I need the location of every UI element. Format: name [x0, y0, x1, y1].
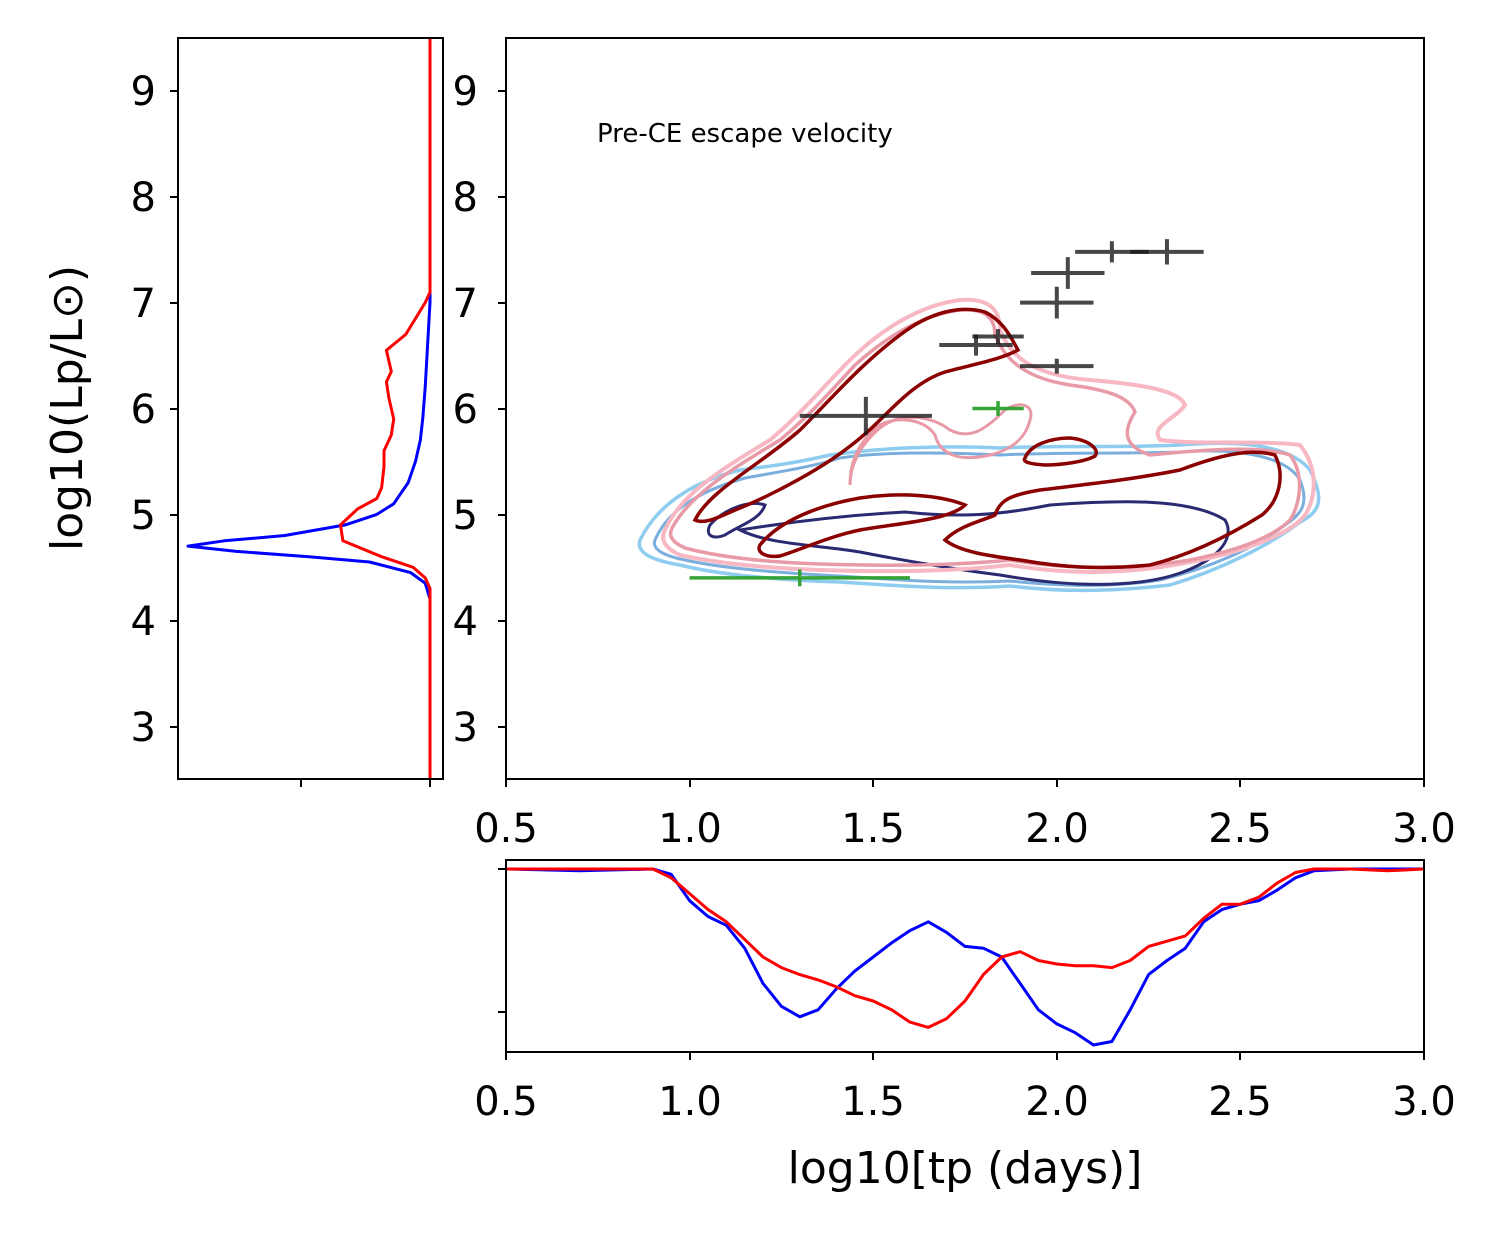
main-frame	[505, 37, 1425, 780]
left-marginal-ytick-labels: 3 4 5 6 7 8 9	[131, 69, 156, 751]
contour-red-inner	[692, 307, 1021, 524]
observation-black-5	[1031, 257, 1105, 289]
bottom-xtick-labels: 0.5 1.0 1.5 2.0 2.5 3.0	[474, 1079, 1456, 1125]
left-ytick-label-5: 5	[131, 493, 156, 539]
y-axis-label: log10(Lp/L⊙)	[42, 265, 93, 551]
observation-black-0	[799, 396, 932, 435]
contour-pink-outer	[661, 297, 1316, 574]
main-ytick-label-7: 7	[453, 281, 478, 327]
contour-blue-inner	[706, 502, 767, 539]
panel-annotation: Pre-CE escape velocity	[597, 119, 893, 149]
observation-black-2	[972, 329, 1024, 344]
observation-green-1	[972, 401, 1024, 416]
main-yticks	[498, 90, 506, 728]
bottom-xtick-label-1.0: 1.0	[658, 1079, 722, 1125]
left-ytick-label-6: 6	[131, 387, 156, 433]
bottom-xtick-label-2.0: 2.0	[1025, 1079, 1089, 1125]
left-marginal-frame	[177, 37, 444, 780]
observation-markers	[689, 239, 1204, 587]
bottom-density-red	[506, 867, 1425, 1029]
main-ytick-labels: 3 4 5 6 7 8 9	[453, 69, 478, 751]
main-panel: 3 4 5 6 7 8 9 0.5 1.0 1.5 2.0 2.5 3.0 Pr…	[453, 37, 1456, 852]
bottom-density-blue	[505, 867, 1424, 1047]
main-xtick-label-0.5: 0.5	[474, 806, 538, 852]
main-ytick-label-4: 4	[453, 599, 478, 645]
left-ytick-label-7: 7	[131, 281, 156, 327]
left-ytick-label-9: 9	[131, 69, 156, 115]
main-xtick-label-3.0: 3.0	[1392, 806, 1456, 852]
x-axis-label: log10[tp (days)]	[788, 1143, 1143, 1194]
bottom-marginal-curves	[505, 867, 1425, 1047]
contour-red-inner-4	[1022, 436, 1098, 467]
left-marginal-panel: 3 4 5 6 7 8 9 log10(Lp/L⊙)	[42, 37, 444, 787]
bottom-xtick-label-1.5: 1.5	[841, 1079, 905, 1125]
contour-blue-outer	[637, 441, 1321, 593]
left-marginal-curves	[186, 38, 432, 779]
bottom-marginal-frame	[505, 859, 1425, 1053]
contour-pink-mid	[668, 308, 1302, 570]
contour-blue-inner-2	[735, 500, 1230, 586]
observation-black-4	[1020, 358, 1094, 374]
contour-pink-island	[848, 403, 1033, 486]
left-density-red	[339, 38, 432, 779]
left-ytick-label-4: 4	[131, 599, 156, 645]
observation-green-0	[689, 569, 910, 587]
left-ytick-label-3: 3	[131, 705, 156, 751]
left-density-blue	[186, 38, 432, 779]
main-ytick-label-3: 3	[453, 705, 478, 751]
contour-blue-mid	[652, 449, 1306, 587]
bottom-xtick-label-3.0: 3.0	[1392, 1079, 1456, 1125]
main-ytick-label-6: 6	[453, 387, 478, 433]
bottom-xtick-label-0.5: 0.5	[474, 1079, 538, 1125]
main-xtick-label-2.5: 2.5	[1208, 806, 1272, 852]
density-contours	[637, 297, 1321, 593]
main-xtick-label-1.5: 1.5	[841, 806, 905, 852]
main-xtick-label-1.0: 1.0	[658, 806, 722, 852]
bottom-marginal-ticks	[498, 868, 1425, 1060]
main-xtick-label-2.0: 2.0	[1025, 806, 1089, 852]
contour-red-inner-3	[942, 450, 1282, 570]
left-marginal-yticks	[170, 90, 431, 787]
left-ytick-label-8: 8	[131, 175, 156, 221]
contour-red-inner-2	[757, 493, 969, 559]
bottom-marginal-panel: 0.5 1.0 1.5 2.0 2.5 3.0 log10[tp (days)]	[474, 859, 1456, 1194]
observation-black-7	[1130, 239, 1204, 265]
bottom-xtick-label-2.5: 2.5	[1208, 1079, 1272, 1125]
observation-black-3	[1020, 286, 1094, 319]
main-ytick-label-8: 8	[453, 175, 478, 221]
main-xtick-labels: 0.5 1.0 1.5 2.0 2.5 3.0	[474, 806, 1456, 852]
main-ytick-label-5: 5	[453, 493, 478, 539]
main-ytick-label-9: 9	[453, 69, 478, 115]
main-xticks	[505, 779, 1425, 787]
